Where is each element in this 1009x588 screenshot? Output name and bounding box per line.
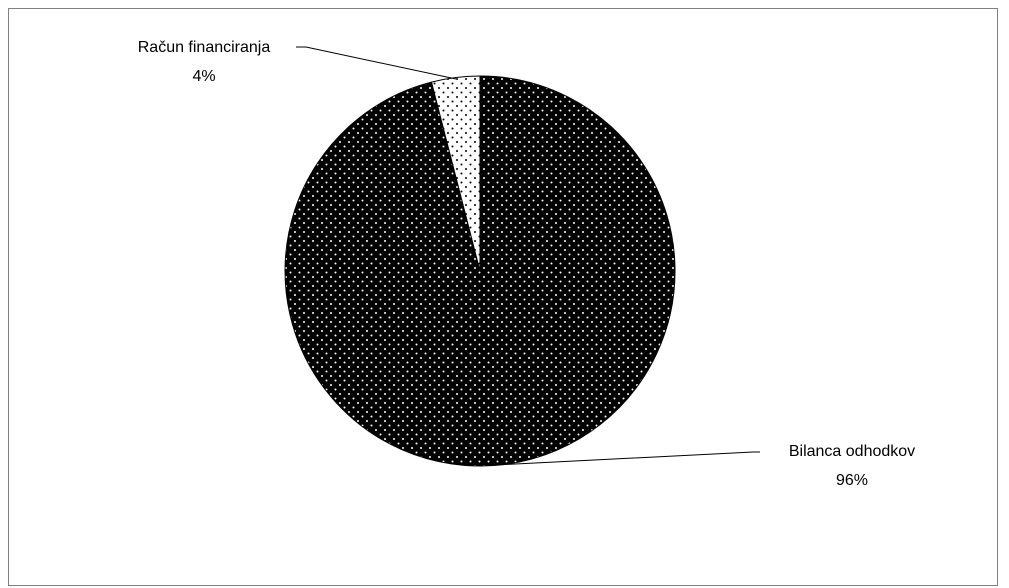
pie-slices xyxy=(284,75,676,467)
slice-value-racun-financiranja: 4% xyxy=(192,68,215,85)
slice-label-racun-financiranja: Račun financiranja xyxy=(138,39,271,56)
pie-slice-ra-un-financiranja xyxy=(430,75,481,272)
slice-label-bilanca-odhodkov: Bilanca odhodkov xyxy=(789,443,915,460)
leader-line-racun-financiranja xyxy=(296,46,457,80)
pie-labels: Bilanca odhodkov 96% Račun financiranja … xyxy=(138,39,915,489)
leader-line-bilanca-odhodkov xyxy=(494,451,760,466)
slice-value-bilanca-odhodkov: 96% xyxy=(836,472,868,489)
